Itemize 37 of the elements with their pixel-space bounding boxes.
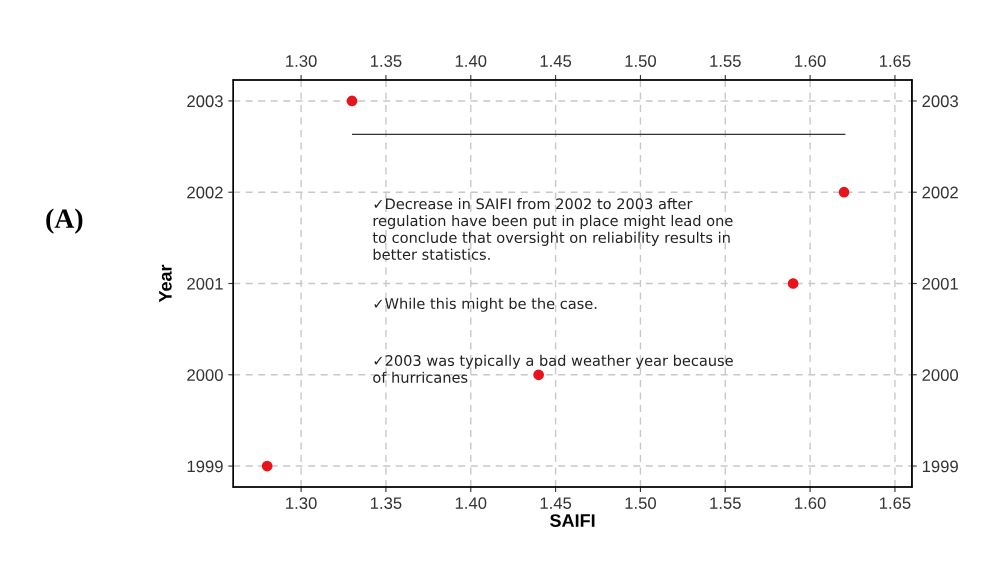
point xyxy=(533,369,544,381)
y2-tick-label: 2002 xyxy=(922,186,958,199)
y2-tick-label: 1999 xyxy=(922,460,958,473)
x2-tick-label: 1.45 xyxy=(540,55,572,67)
x-tick-label: 1.65 xyxy=(880,497,911,510)
point xyxy=(261,460,273,472)
y-tick-label: 2002 xyxy=(187,186,223,199)
x-tick-label: 1.50 xyxy=(625,497,657,510)
annotation: ✓Decrease in SAIFI from 2002 to 2003 after regulation have been put in place might lead one to conclude that oversight on reliability results in better statistics. xyxy=(372,198,733,260)
annotation: ✓While this might be the case. xyxy=(374,297,597,312)
y-tick-label: 2000 xyxy=(187,369,223,381)
x-tick-label: 1.40 xyxy=(455,497,487,510)
annotation: ✓2003 was typically a bad weather year because of hurricanes xyxy=(373,354,733,383)
y-tick-label: 1999 xyxy=(187,460,223,473)
point xyxy=(787,278,799,289)
point xyxy=(346,95,358,107)
x-tick-label: 1.55 xyxy=(710,497,741,510)
x2-tick-label: 1.40 xyxy=(455,55,487,67)
y-axis-title: Year xyxy=(159,264,172,303)
text: (A) xyxy=(46,208,83,234)
x2-tick-label: 1.50 xyxy=(625,55,657,67)
x2-tick-label: 1.30 xyxy=(286,55,317,67)
y2-tick-label: 2000 xyxy=(922,369,959,381)
x-axis-title: SAIFI xyxy=(550,514,595,527)
x2-tick-label: 1.55 xyxy=(710,55,741,67)
y-tick-label: 2003 xyxy=(187,95,223,108)
x2-tick-label: 1.65 xyxy=(880,55,911,67)
y2-tick-label: 2003 xyxy=(922,95,958,108)
x-tick-label: 1.60 xyxy=(795,497,826,510)
x-tick-label: 1.35 xyxy=(370,497,402,510)
x2-tick-label: 1.60 xyxy=(795,55,826,67)
point xyxy=(838,186,850,198)
x-tick-label: 1.30 xyxy=(286,497,317,510)
x2-tick-label: 1.35 xyxy=(370,55,402,67)
y2-tick-label: 2001 xyxy=(922,277,958,290)
y-tick-label: 2001 xyxy=(187,277,223,290)
x-tick-label: 1.45 xyxy=(540,497,572,510)
